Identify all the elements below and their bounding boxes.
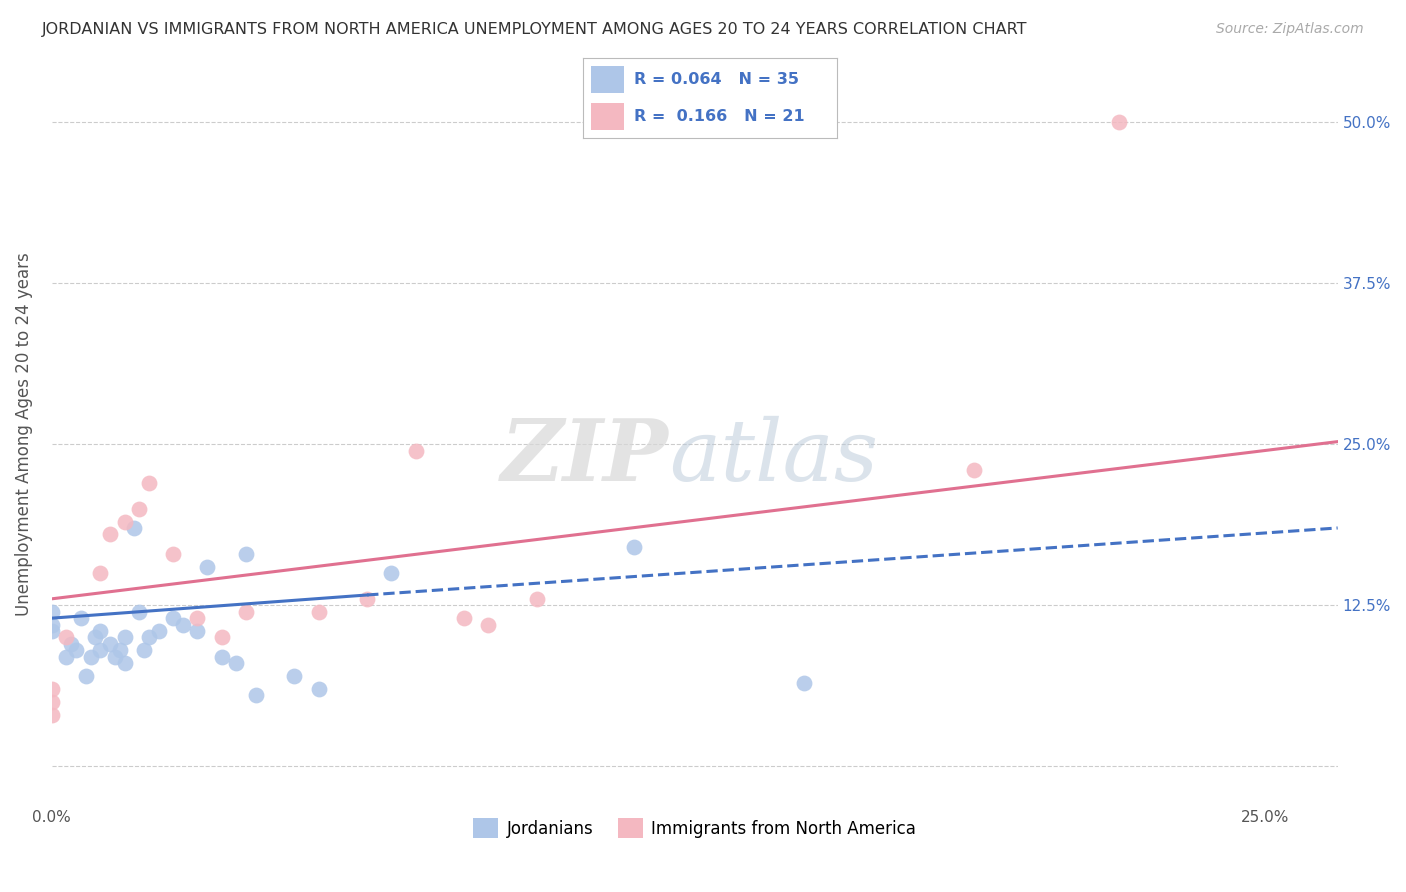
Point [526,591,548,606]
Text: atlas: atlas [669,416,879,498]
Point [89,643,111,657]
Point [195,559,218,574]
Point [308,681,330,696]
Text: R = 0.064   N = 35: R = 0.064 N = 35 [634,72,799,87]
Point [245,689,267,703]
Point [148,624,170,638]
Point [89,624,111,638]
Text: JORDANIAN VS IMMIGRANTS FROM NORTH AMERICA UNEMPLOYMENT AMONG AGES 20 TO 24 YEAR: JORDANIAN VS IMMIGRANTS FROM NORTH AMERI… [42,22,1028,37]
Point [211,649,233,664]
Bar [591,66,624,94]
Point [356,591,378,606]
Point [793,675,815,690]
Point [60,637,83,651]
Point [55,631,77,645]
Point [41,624,63,638]
Text: R =  0.166   N = 21: R = 0.166 N = 21 [634,109,804,124]
Point [128,605,150,619]
Point [114,631,136,645]
Point [477,617,499,632]
Point [41,695,63,709]
Text: ZIP: ZIP [501,415,669,499]
Point [138,631,160,645]
Point [128,501,150,516]
Point [453,611,475,625]
Point [132,643,155,657]
Point [84,631,107,645]
Point [104,649,127,664]
Point [138,475,160,490]
Legend: Jordanians, Immigrants from North America: Jordanians, Immigrants from North Americ… [467,811,922,845]
Point [235,605,257,619]
Point [65,643,87,657]
Point [41,617,63,632]
Point [98,637,121,651]
Point [235,547,257,561]
Point [380,566,402,580]
Point [211,631,233,645]
Point [41,681,63,696]
Y-axis label: Unemployment Among Ages 20 to 24 years: Unemployment Among Ages 20 to 24 years [15,252,32,616]
Point [55,649,77,664]
Text: Source: ZipAtlas.com: Source: ZipAtlas.com [1216,22,1364,37]
Point [108,643,131,657]
Point [79,649,101,664]
Point [963,463,986,477]
Bar [591,103,624,130]
Point [114,657,136,671]
Point [75,669,97,683]
Point [405,443,427,458]
Point [283,669,305,683]
Point [172,617,194,632]
Point [308,605,330,619]
Point [225,657,247,671]
Point [1108,115,1130,129]
Point [623,541,645,555]
Point [122,521,145,535]
Point [114,515,136,529]
Point [186,611,208,625]
Point [70,611,93,625]
Point [162,611,184,625]
Point [89,566,111,580]
Point [41,605,63,619]
Point [98,527,121,541]
Point [162,547,184,561]
Point [41,707,63,722]
Point [186,624,208,638]
